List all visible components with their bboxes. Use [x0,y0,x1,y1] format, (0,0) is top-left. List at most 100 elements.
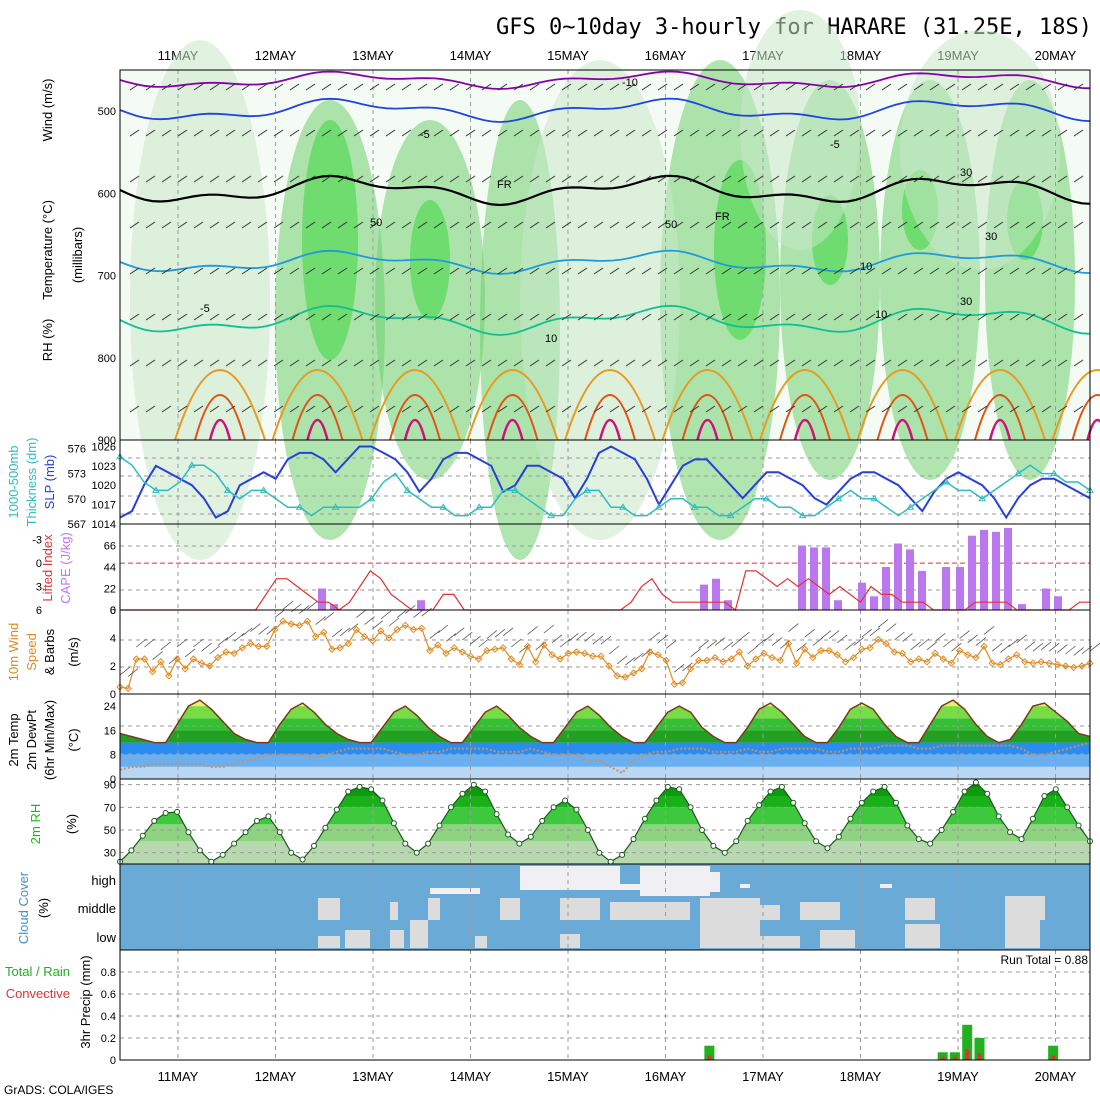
thickness-point [583,486,591,493]
wind-barb [305,405,316,413]
wind-barb [401,359,412,367]
wind-barb [177,405,188,413]
wind-barb [321,405,332,413]
rh2m-unit: (%) [64,814,79,834]
wind-barb-10m [462,631,473,641]
wind-barb-10m [445,633,457,642]
wind-barb [609,175,620,183]
cape-bar [906,549,914,610]
precip-total-label: Total / Rain [5,964,70,979]
wind-speed-point [466,652,475,660]
wind-barb [897,83,908,91]
cloud-patch [520,866,590,890]
wind-barb [129,405,140,413]
wind-speed-point [589,652,597,660]
wind-barb [337,359,348,367]
rh-point [1007,829,1014,836]
wind-barb [161,267,172,275]
wind-barb [689,405,700,413]
wind-speed-point [523,642,532,651]
rh-point [619,851,626,858]
wind-barb [401,129,412,137]
wind-barb [993,267,1004,275]
rh-point [756,802,763,809]
thickness-point [726,511,735,519]
wind-barb [545,359,556,367]
isotherm-very-hot [306,418,329,441]
rh-point [185,829,192,836]
wind-barb [609,313,620,321]
slp-tick-label: 1023 [92,461,116,473]
wind-speed-point [752,655,760,663]
cloud-patch [390,930,404,948]
wind-barb [929,221,940,229]
wind-barb [1057,267,1068,275]
wind-barb [817,313,828,321]
wind-barb [673,405,684,413]
precip-conv-bar [707,1055,712,1060]
wind-barb [977,405,988,413]
wind-barb [481,313,492,321]
pressure-tick-label: 600 [98,188,116,200]
wind-barb [1025,83,1036,91]
rh-point [493,811,500,818]
cape-side-labels: Lifted Index CAPE (J/kg) [40,532,73,604]
rh-point [505,831,511,838]
isotherm-warm [466,369,559,441]
wind-barb-10m [405,605,416,614]
temp-band [120,766,1090,779]
contour-label: FR [497,179,512,191]
wind-speed-point [947,659,956,667]
wind-barb-10m [559,638,571,648]
wind-barb [641,359,652,367]
wind-barb [945,175,956,183]
li-tick-label: 6 [36,605,42,617]
wind-barb [961,359,972,367]
wind-barb [465,359,476,367]
thickness-point [690,503,699,510]
freezing-level [119,174,1091,207]
wind-barb [1041,267,1052,275]
wind-barb-10m [706,640,718,649]
wind-barb [737,129,748,137]
rh-point [470,781,477,788]
wind-speed-point [955,646,964,655]
wind-speed-point [629,669,638,677]
contour-label: FR [715,211,730,223]
wind-barb [913,313,924,321]
wind-barb-10m [714,637,726,646]
day-label-bottom: 17MAY [742,1069,784,1084]
cloud-patch [880,884,892,888]
day-label-bottom: 18MAY [840,1069,882,1084]
wind-barb [321,175,332,183]
wind-barb [1057,175,1068,183]
rh-point [801,820,808,827]
rh2m-side-labels: 2m RH (%) [28,804,79,844]
wind-barb [305,83,316,91]
wind-barb [433,175,444,183]
wind-speed-point [254,642,263,651]
wind-barb [577,83,588,91]
wind-barb [529,175,540,183]
rh-point [607,858,614,865]
wind-barb [225,175,236,183]
wind-barb-10m [184,648,196,658]
wind-speed-point [727,655,736,663]
wind-barb [545,313,556,321]
cape-tick-label: 22 [104,584,116,596]
wind-barb [1041,313,1052,321]
wind-barb [817,221,828,229]
precip-total-bar [949,1052,960,1060]
wind-barb [1009,129,1020,137]
wind-barb-10m [551,634,563,644]
rh-bands [120,782,1090,864]
wind-barb [433,83,444,91]
thickness-tick-label: 567 [68,519,86,531]
isotherm-very-hot [598,418,622,441]
rh-point [573,806,580,813]
wind-barb-10m [796,642,807,652]
day-label-bottom: 16MAY [645,1069,687,1084]
cape-tick-label: 44 [104,562,116,574]
wind-barb [513,83,524,91]
wind-barb [577,313,588,321]
